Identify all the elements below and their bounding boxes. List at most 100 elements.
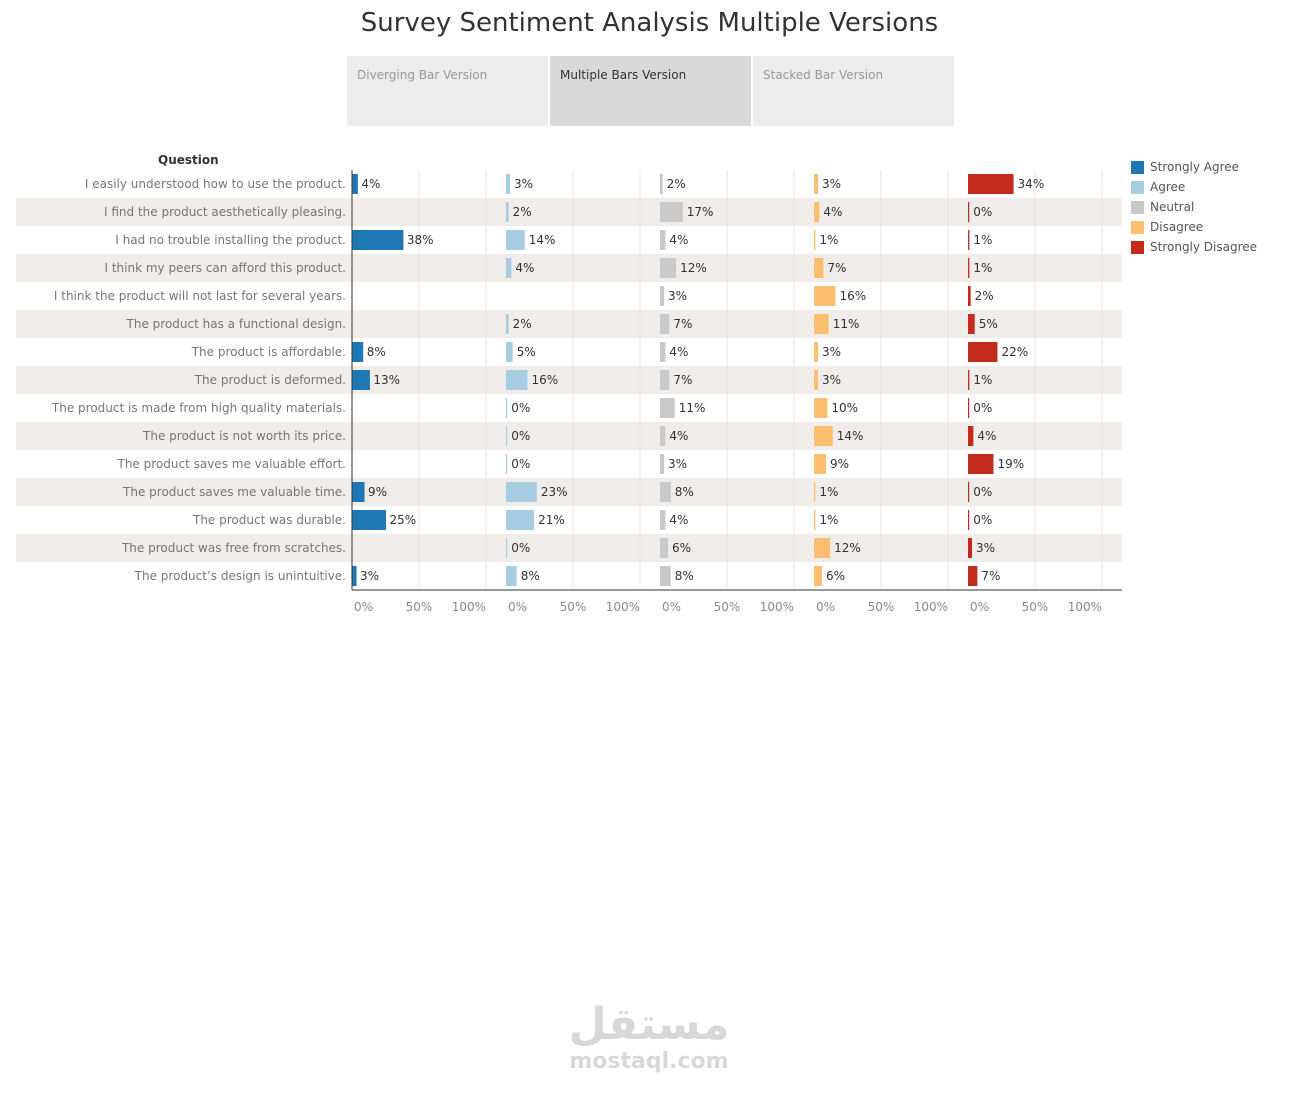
bar[interactable] [660,286,665,306]
legend-item-strongly-disagree[interactable]: Strongly Disagree [1131,237,1257,257]
bar[interactable] [506,370,528,390]
tab-multiple-bars[interactable]: Multiple Bars Version [550,56,751,126]
bar[interactable] [660,398,675,418]
bar[interactable] [506,230,525,250]
bar[interactable] [814,342,819,362]
bar[interactable] [660,370,670,390]
bar[interactable] [814,510,816,530]
bar[interactable] [506,342,513,362]
bar[interactable] [968,482,970,502]
bar[interactable] [506,258,512,278]
bar[interactable] [660,258,677,278]
data-label: 3% [822,373,841,387]
bar[interactable] [968,566,978,586]
bar[interactable] [352,482,365,502]
bar[interactable] [814,370,819,390]
data-label: 4% [361,177,380,191]
bar[interactable] [660,566,671,586]
bar[interactable] [968,398,970,418]
bar[interactable] [660,202,683,222]
data-label: 19% [997,457,1024,471]
bar[interactable] [968,258,970,278]
bar[interactable] [660,510,666,530]
bar[interactable] [506,566,517,586]
bar[interactable] [660,342,666,362]
data-label: 1% [973,261,992,275]
version-tabs: Diverging Bar Version Multiple Bars Vers… [347,56,954,126]
bar[interactable] [814,454,827,474]
data-label: 3% [514,177,533,191]
bar[interactable] [352,342,364,362]
bar[interactable] [814,398,828,418]
bar[interactable] [506,538,508,558]
data-label: 17% [687,205,714,219]
legend-item-neutral[interactable]: Neutral [1131,197,1257,217]
bar[interactable] [814,258,824,278]
bar[interactable] [506,454,508,474]
bar[interactable] [968,286,971,306]
bar[interactable] [814,286,836,306]
bar[interactable] [814,566,823,586]
data-label: 0% [511,401,530,415]
tab-stacked-bar[interactable]: Stacked Bar Version [753,56,954,126]
bar[interactable] [968,202,970,222]
bar[interactable] [968,342,998,362]
tick-label: 0% [508,600,527,614]
row-header: Question [158,153,219,167]
tick-label: 50% [560,600,587,614]
watermark-latin: mostaql.com [569,1049,729,1074]
bar[interactable] [968,510,970,530]
bar[interactable] [814,314,829,334]
tab-diverging-bar[interactable]: Diverging Bar Version [347,56,548,126]
data-label: 3% [822,345,841,359]
bar[interactable] [814,482,816,502]
data-label: 38% [407,233,434,247]
legend-item-disagree[interactable]: Disagree [1131,217,1257,237]
bar[interactable] [968,538,973,558]
bar[interactable] [352,174,358,194]
bar[interactable] [660,454,665,474]
bar[interactable] [968,174,1014,194]
legend-item-agree[interactable]: Agree [1131,177,1257,197]
bar[interactable] [506,174,511,194]
data-label: 7% [827,261,846,275]
row-label: The product is made from high quality ma… [51,401,346,415]
data-label: 4% [669,233,688,247]
data-label: 0% [973,513,992,527]
bar[interactable] [814,174,819,194]
bar[interactable] [506,202,509,222]
tick-label: 100% [914,600,948,614]
bar[interactable] [968,314,975,334]
bar[interactable] [660,538,669,558]
data-label: 12% [834,541,861,555]
bar[interactable] [814,538,831,558]
bar[interactable] [352,370,370,390]
tick-label: 100% [760,600,794,614]
bar[interactable] [660,482,671,502]
bar[interactable] [968,426,974,446]
bar[interactable] [506,482,537,502]
data-label: 0% [511,457,530,471]
bar[interactable] [814,426,833,446]
bar[interactable] [968,230,970,250]
data-label: 2% [513,205,532,219]
legend-item-strongly-agree[interactable]: Strongly Agree [1131,157,1257,177]
bar[interactable] [352,510,387,530]
bar[interactable] [352,230,404,250]
bar[interactable] [814,230,816,250]
bar[interactable] [660,230,666,250]
bar[interactable] [506,426,508,446]
bar[interactable] [968,370,970,390]
bar[interactable] [660,314,670,334]
tick-label: 50% [406,600,433,614]
data-label: 2% [667,177,686,191]
bar[interactable] [506,510,535,530]
bar[interactable] [506,398,508,418]
bar[interactable] [968,454,994,474]
bar[interactable] [506,314,509,334]
row-band [16,366,1122,394]
bar[interactable] [660,174,663,194]
bar[interactable] [660,426,666,446]
bar[interactable] [814,202,820,222]
bar[interactable] [352,566,357,586]
